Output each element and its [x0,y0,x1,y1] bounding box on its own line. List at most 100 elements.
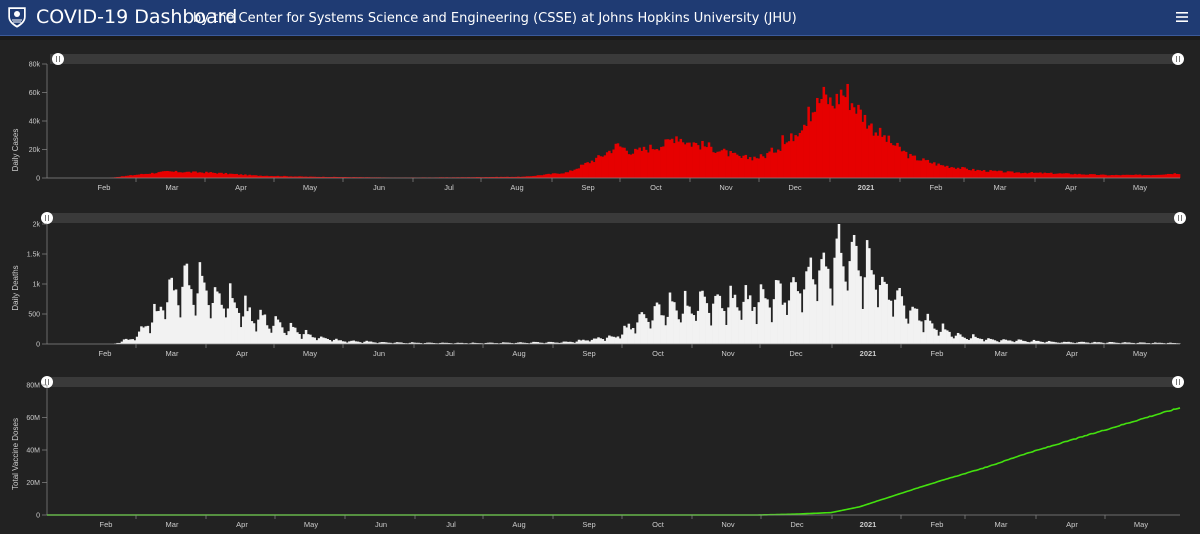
data-bar [705,303,709,344]
data-bar [605,337,609,344]
data-bar [597,155,600,178]
data-bar [839,89,843,178]
data-bar [761,156,765,178]
data-bar [224,317,228,344]
data-bar [592,338,596,344]
data-bar [764,298,767,344]
data-bar [270,332,273,344]
data-bar [1008,340,1012,344]
data-bar [293,327,297,344]
y-axis-ticks: 0 20k 40k 60k 80k [29,62,48,183]
data-bar [718,295,722,344]
data-bar [1125,342,1129,344]
data-bar [597,337,600,344]
data-bar [694,142,698,178]
slider-handle-right[interactable] [1174,212,1186,224]
data-bar [586,340,589,344]
data-bar [824,94,828,178]
data-bar [1065,173,1068,178]
data-bar [924,320,927,344]
data-bar [235,308,238,344]
data-bar [1151,175,1155,178]
data-bar [941,165,945,178]
data-bar [933,162,936,178]
y-tick-label: 0 [36,342,40,349]
x-tick-label: Feb [930,183,943,192]
data-bar [322,337,325,344]
data-bar [995,171,999,178]
data-bar [688,142,691,178]
data-bar [319,336,323,344]
data-bar [727,307,730,344]
data-bar [514,176,518,178]
data-bar [469,343,472,344]
slider-handle-right[interactable] [1172,376,1184,388]
data-bar [683,290,687,344]
data-bar [1058,342,1062,344]
data-bar [343,176,347,178]
data-bar [250,175,254,178]
time-range-slider-track[interactable] [50,377,1180,387]
data-bar [590,339,594,344]
data-bar [536,342,540,344]
data-bar [133,175,137,178]
data-bar [1073,343,1077,344]
data-bar [876,307,880,344]
data-bar [783,144,787,178]
data-bar [352,177,355,178]
data-bar [874,289,878,344]
data-bar [298,334,301,344]
x-tick-label: Sep [581,183,594,192]
x-tick-label: May [304,520,318,529]
data-bar [722,148,726,178]
data-bar [636,322,639,344]
data-bar [475,343,479,344]
data-bar [1156,174,1159,178]
y-tick-label: 20M [26,480,40,487]
x-tick-label: Jun [375,520,387,529]
data-bar [792,277,795,344]
data-bar [504,342,507,344]
data-bar [179,317,182,344]
data-bar [228,173,232,178]
time-range-slider-track[interactable] [50,54,1180,64]
data-bar [746,299,750,344]
data-bar [1149,175,1153,178]
data-bar [738,310,741,344]
slider-handle-left[interactable] [41,212,53,224]
x-axis-ticks: Feb Mar Apr May Jun Jul Aug Sep Oct Nov Dec 2021 Feb… [100,515,1148,529]
data-bar [189,289,193,344]
data-bar [267,328,271,344]
data-bar [1041,341,1044,344]
data-bar [959,168,962,178]
data-bar [690,313,693,344]
data-bar [608,150,611,178]
data-bar [1091,342,1094,344]
data-bar [163,171,167,178]
data-bar [746,159,750,178]
data-bar [545,174,548,178]
data-bar [263,314,267,344]
data-bar [482,177,485,178]
slider-handle-right[interactable] [1172,53,1184,65]
data-bar [855,245,858,344]
data-bar [218,172,221,178]
data-bar [748,295,752,344]
data-bar [413,342,416,344]
slider-handle-left[interactable] [52,53,64,65]
data-bar [291,176,295,178]
data-bar [673,143,676,178]
data-bar [274,316,277,344]
data-bar [959,334,962,344]
data-bar [766,153,769,178]
data-bar [228,283,232,344]
hamburger-menu-icon[interactable] [1174,9,1190,25]
time-range-slider-track[interactable] [50,213,1180,223]
data-bar [850,103,854,178]
data-bar [148,333,152,344]
data-bar [207,305,210,344]
data-bar [937,163,940,178]
data-bar [1043,172,1047,178]
data-bar [211,172,215,178]
data-bar [701,140,704,178]
